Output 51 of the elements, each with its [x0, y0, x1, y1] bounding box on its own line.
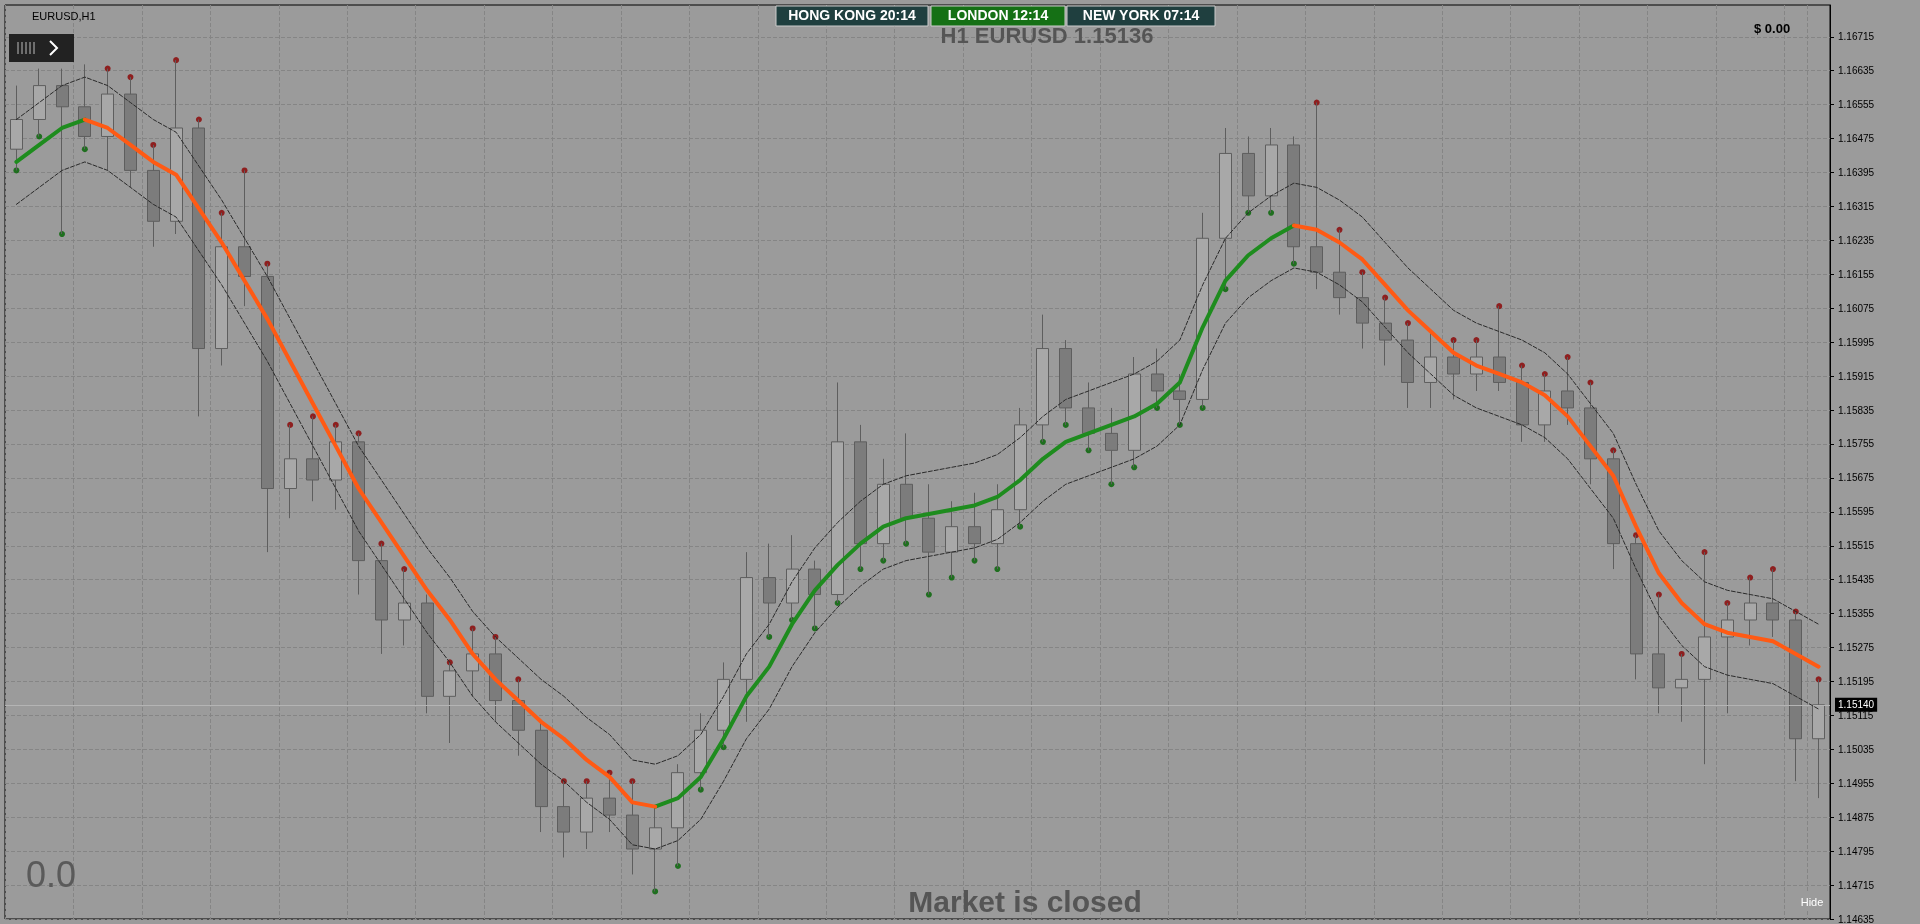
- annotation: Market is closed: [908, 884, 1142, 918]
- y-tick-label: 1.15355: [1838, 608, 1875, 620]
- annotation: EURUSD,H1: [32, 9, 96, 22]
- y-tick-label: 1.14715: [1838, 879, 1875, 891]
- y-tick-label: 1.14795: [1838, 845, 1875, 857]
- y-tick-label: 1.16155: [1838, 268, 1875, 280]
- annotation: LONDON 12:14: [947, 7, 1049, 23]
- annotation: HONG KONG 20:14: [788, 7, 916, 23]
- y-tick-label: 1.15755: [1838, 438, 1875, 450]
- candlestick: [215, 212, 228, 367]
- y-tick-label: 1.14875: [1838, 811, 1875, 823]
- candlestick: [671, 763, 684, 867]
- candlestick: [284, 424, 297, 519]
- candlestick: [991, 483, 1004, 570]
- candlestick: [1744, 577, 1757, 646]
- y-tick-label: 1.15835: [1838, 404, 1875, 416]
- text: H1 EURUSD 1.15136: [940, 22, 1154, 48]
- annotation: Hide: [1800, 895, 1824, 908]
- candlestick: [649, 806, 662, 892]
- annotation: NEW YORK 07:14: [1082, 7, 1200, 23]
- y-tick-label: 1.16075: [1838, 302, 1875, 314]
- candlestick: [1036, 314, 1049, 443]
- y-tick-label: 1.15195: [1838, 675, 1875, 687]
- y-tick-label: 1.15995: [1838, 336, 1875, 348]
- y-tick-label: 1.16235: [1838, 234, 1875, 246]
- annotation: 0.0: [26, 853, 77, 895]
- candlestick: [1424, 331, 1437, 409]
- annotation: $ 0.00: [1754, 21, 1791, 36]
- y-tick-label: 1.15675: [1838, 472, 1875, 484]
- y-tick-label: 1.16635: [1838, 65, 1875, 77]
- candlestick: [1128, 356, 1141, 468]
- y-tick-label: 1.15515: [1838, 540, 1875, 552]
- y-tick-label: 1.14955: [1838, 777, 1875, 789]
- y-tick-label: 1.14635: [1838, 913, 1875, 924]
- y-tick-label: 1.15275: [1838, 642, 1875, 654]
- candlestick: [1265, 127, 1278, 214]
- y-tick-label: 1.15035: [1838, 743, 1875, 755]
- y-tick-label: 1.15435: [1838, 574, 1875, 586]
- y-tick-label: 1.15115: [1838, 709, 1874, 721]
- y-tick-label: 1.16315: [1838, 200, 1875, 212]
- y-tick-label: 1.16715: [1838, 31, 1875, 43]
- y-tick-label: 1.15595: [1838, 506, 1875, 518]
- candlestick: [10, 85, 23, 171]
- y-tick-label: 1.16555: [1838, 99, 1875, 111]
- candlestick: [170, 59, 183, 235]
- candlestick: [33, 68, 46, 137]
- y-tick-label: 1.15915: [1838, 370, 1875, 382]
- ref-line-label: 1.15140: [1838, 699, 1875, 711]
- candlestick: [1219, 127, 1232, 290]
- y-tick-label: 1.16395: [1838, 167, 1875, 179]
- y-tick-label: 1.16475: [1838, 133, 1875, 145]
